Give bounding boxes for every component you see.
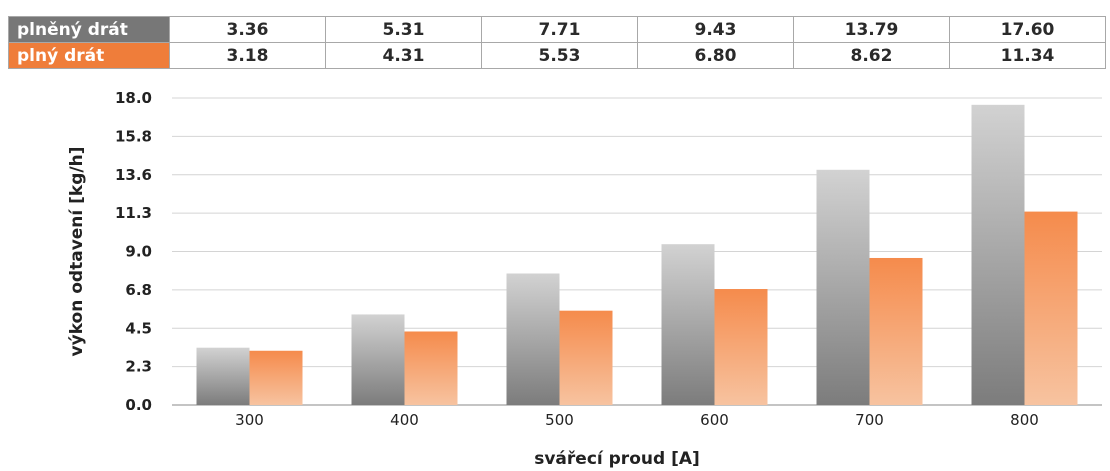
tick-labels: 0.0 2.3 4.5 6.8 9.0 11.3 13.6 15.8 18.0 300 400 500… bbox=[115, 89, 1039, 429]
x-axis-title: svářecí proud [A] bbox=[534, 449, 700, 469]
table-cell: 5.53 bbox=[481, 42, 638, 69]
x-tick-label: 500 bbox=[545, 411, 574, 429]
y-tick-label: 0.0 bbox=[125, 396, 152, 414]
y-tick-label: 18.0 bbox=[115, 89, 152, 107]
bar-series-a bbox=[661, 244, 715, 405]
bar-series-b bbox=[869, 257, 923, 405]
row-label: plněný drát bbox=[8, 16, 170, 43]
y-tick-label: 4.5 bbox=[125, 319, 152, 337]
bar-series-b bbox=[1024, 211, 1078, 405]
bar-series-a bbox=[351, 314, 405, 405]
y-tick-label: 13.6 bbox=[115, 166, 152, 184]
table-cell: 9.43 bbox=[637, 16, 794, 43]
row-label: plný drát bbox=[8, 42, 170, 69]
x-tick-label: 700 bbox=[855, 411, 884, 429]
bar-series-b bbox=[559, 310, 613, 405]
table-row: plný drát 3.18 4.31 5.53 6.80 8.62 11.34 bbox=[8, 42, 1106, 69]
table-cell: 8.62 bbox=[793, 42, 950, 69]
x-tick-label: 300 bbox=[235, 411, 264, 429]
y-tick-label: 2.3 bbox=[125, 358, 152, 376]
bars bbox=[196, 104, 1078, 406]
x-tick-label: 400 bbox=[390, 411, 419, 429]
y-axis-title: výkon odtavení [kg/h] bbox=[67, 147, 87, 357]
x-tick-label: 800 bbox=[1010, 411, 1039, 429]
table-cell: 3.18 bbox=[169, 42, 326, 69]
y-tick-label: 15.8 bbox=[115, 127, 152, 145]
table-row: plněný drát 3.36 5.31 7.71 9.43 13.79 17… bbox=[8, 16, 1106, 43]
table-cell: 6.80 bbox=[637, 42, 794, 69]
table-cell: 4.31 bbox=[325, 42, 482, 69]
values-table: plněný drát 3.36 5.31 7.71 9.43 13.79 17… bbox=[8, 16, 1106, 69]
bar-series-a bbox=[816, 169, 870, 405]
bar-series-b bbox=[249, 350, 303, 405]
table-cell: 17.60 bbox=[949, 16, 1106, 43]
bar-series-b bbox=[404, 331, 458, 405]
bar-series-a bbox=[196, 347, 250, 405]
bar-series-a bbox=[971, 104, 1025, 406]
table-cell: 11.34 bbox=[949, 42, 1106, 69]
x-tick-label: 600 bbox=[700, 411, 729, 429]
y-tick-label: 9.0 bbox=[125, 243, 152, 261]
bar-series-b bbox=[714, 289, 768, 405]
table-cell: 5.31 bbox=[325, 16, 482, 43]
bar-series-a bbox=[506, 273, 560, 405]
y-tick-label: 6.8 bbox=[125, 281, 152, 299]
grid bbox=[172, 97, 1102, 406]
y-tick-label: 11.3 bbox=[115, 204, 152, 222]
table-cell: 13.79 bbox=[793, 16, 950, 43]
